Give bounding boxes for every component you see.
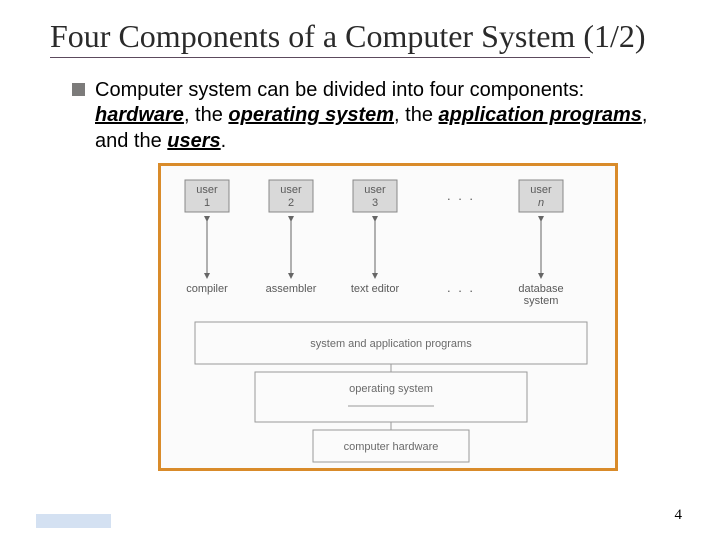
svg-text:. . .: . . . [447,280,475,295]
bullet-prefix: Computer system can be divided into four… [95,79,584,101]
bullet-suffix: . [221,130,227,152]
bullet-mid-1: , the [184,104,228,126]
page-number: 4 [675,507,683,524]
components-diagram: user1user2user3usern. . .compilerassembl… [161,166,615,468]
slide-title: Four Components of a Computer System (1/… [50,18,680,55]
svg-text:compiler: compiler [186,283,228,295]
svg-text:1: 1 [204,197,210,209]
bullet-mid-2: , the [394,104,438,126]
svg-text:3: 3 [372,197,378,209]
svg-text:user: user [364,184,386,196]
svg-text:2: 2 [288,197,294,209]
bullet-text: Computer system can be divided into four… [95,78,680,155]
svg-text:text editor: text editor [351,283,400,295]
figure-frame: user1user2user3usern. . .compilerassembl… [158,163,618,471]
svg-text:computer hardware: computer hardware [344,441,439,453]
svg-text:user: user [530,184,552,196]
svg-text:database: database [518,283,563,295]
footer-accent [36,514,111,528]
svg-text:user: user [280,184,302,196]
bullet-bold-1: hardware [95,104,184,126]
bullet-bold-2: operating system [228,104,394,126]
svg-text:user: user [196,184,218,196]
bullet-item: Computer system can be divided into four… [72,78,680,155]
svg-text:system and application program: system and application programs [310,338,472,350]
svg-text:system: system [524,295,559,307]
bullet-bold-4: users [167,130,220,152]
bullet-square-icon [72,83,85,96]
svg-text:assembler: assembler [266,283,317,295]
bullet-bold-3: application programs [439,104,642,126]
svg-text:operating system: operating system [349,383,433,395]
title-underline [50,57,590,58]
svg-text:. . .: . . . [447,188,475,203]
svg-text:n: n [538,197,544,209]
